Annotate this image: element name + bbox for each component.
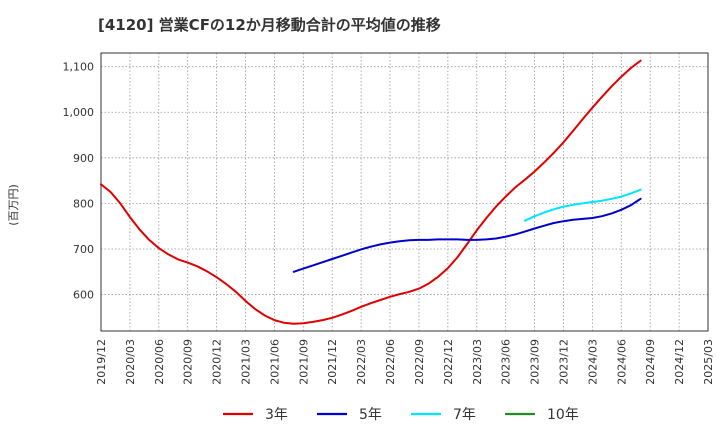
x-tick-label: 2022/03	[355, 339, 368, 385]
legend: 3年 5年 7年 10年	[223, 407, 579, 423]
y-tick-label: 800	[73, 197, 94, 210]
y-tick-label: 1,000	[63, 106, 95, 119]
y-tick-label: 700	[73, 243, 94, 256]
plot-frame	[100, 52, 709, 332]
grid-lines	[100, 53, 709, 331]
series-line	[292, 197, 642, 273]
x-tick-label: 2020/03	[124, 339, 137, 385]
x-tick-label: 2022/12	[442, 339, 455, 385]
series-lines	[100, 59, 642, 325]
x-tick-label: 2020/12	[211, 339, 224, 385]
y-tick-label: 900	[73, 152, 94, 165]
series-line	[100, 59, 642, 325]
legend-label: 7年	[453, 407, 476, 423]
y-tick-label: 600	[73, 289, 94, 302]
x-tick-label: 2020/09	[182, 339, 195, 385]
x-tick-label: 2024/06	[615, 339, 628, 385]
axes: 2019/12 2020/03 2020/06 2020/09 2020/12 2021/…	[63, 52, 715, 385]
x-tick-label: 2021/09	[297, 339, 310, 385]
x-tick-label: 2019/12	[95, 339, 108, 385]
x-tick-label: 2021/06	[268, 339, 281, 385]
y-tick-label: 1,100	[63, 61, 95, 74]
y-axis-label: (百万円)	[7, 184, 20, 226]
x-tick-label: 2023/03	[471, 339, 484, 385]
x-tick-label: 2023/12	[557, 339, 570, 385]
x-tick-label: 2024/09	[644, 339, 657, 385]
legend-label: 3年	[265, 407, 288, 423]
x-tick-label: 2020/06	[153, 339, 166, 385]
x-tick-label: 2024/03	[586, 339, 599, 385]
chart-title: [4120] 営業CFの12か月移動合計の平均値の推移	[98, 16, 441, 34]
x-tick-label: 2025/03	[702, 339, 715, 385]
legend-label: 10年	[547, 407, 579, 423]
series-line	[523, 188, 642, 222]
x-tick-label: 2021/12	[326, 339, 339, 385]
x-tick-label: 2024/12	[673, 339, 686, 385]
legend-label: 5年	[359, 407, 382, 423]
x-tick-label: 2023/06	[500, 339, 513, 385]
x-tick-label: 2022/06	[384, 339, 397, 385]
x-tick-label: 2021/03	[240, 339, 253, 385]
x-tick-label: 2023/09	[529, 339, 542, 385]
x-tick-label: 2022/09	[413, 339, 426, 385]
